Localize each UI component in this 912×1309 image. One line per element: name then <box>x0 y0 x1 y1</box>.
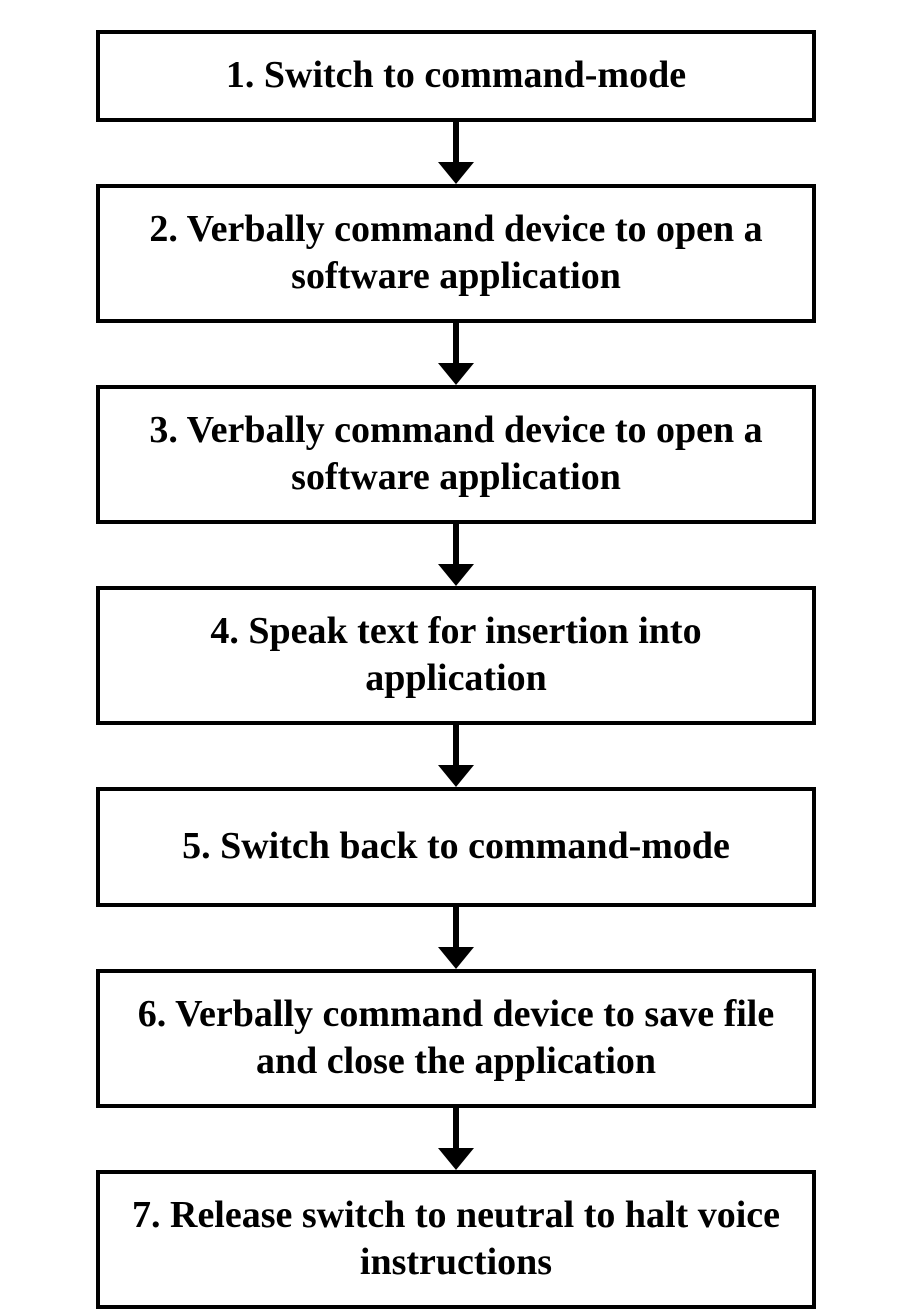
flow-node-4: 4. Speak text for insertion into applica… <box>96 586 816 725</box>
flow-node-1: 1. Switch to command-mode <box>96 30 816 122</box>
arrow-shaft <box>453 907 459 947</box>
arrow-shaft <box>453 323 459 363</box>
arrow-shaft <box>453 524 459 564</box>
flow-arrow-1-2 <box>438 122 474 184</box>
flow-node-3-label: 3. Verbally command device to open a sof… <box>124 407 788 502</box>
flow-arrow-6-7 <box>438 1108 474 1170</box>
flow-node-4-label: 4. Speak text for insertion into applica… <box>124 608 788 703</box>
flow-node-6: 6. Verbally command device to save file … <box>96 969 816 1108</box>
flow-arrow-2-3 <box>438 323 474 385</box>
flow-arrow-3-4 <box>438 524 474 586</box>
arrow-shaft <box>453 1108 459 1148</box>
flow-node-5: 5. Switch back to command-mode <box>96 787 816 907</box>
flow-node-3: 3. Verbally command device to open a sof… <box>96 385 816 524</box>
arrow-head-icon <box>438 363 474 385</box>
flow-node-1-label: 1. Switch to command-mode <box>226 52 686 100</box>
arrow-head-icon <box>438 765 474 787</box>
flow-node-6-label: 6. Verbally command device to save file … <box>124 991 788 1086</box>
arrow-head-icon <box>438 162 474 184</box>
arrow-head-icon <box>438 1148 474 1170</box>
arrow-shaft <box>453 122 459 162</box>
arrow-head-icon <box>438 564 474 586</box>
flow-node-5-label: 5. Switch back to command-mode <box>182 823 730 871</box>
arrow-shaft <box>453 725 459 765</box>
flow-arrow-4-5 <box>438 725 474 787</box>
flow-node-7: 7. Release switch to neutral to halt voi… <box>96 1170 816 1309</box>
flow-node-2-label: 2. Verbally command device to open a sof… <box>124 206 788 301</box>
flowchart-container: 1. Switch to command-mode 2. Verbally co… <box>96 30 816 1309</box>
flow-arrow-5-6 <box>438 907 474 969</box>
flow-node-7-label: 7. Release switch to neutral to halt voi… <box>124 1192 788 1287</box>
flow-node-2: 2. Verbally command device to open a sof… <box>96 184 816 323</box>
arrow-head-icon <box>438 947 474 969</box>
